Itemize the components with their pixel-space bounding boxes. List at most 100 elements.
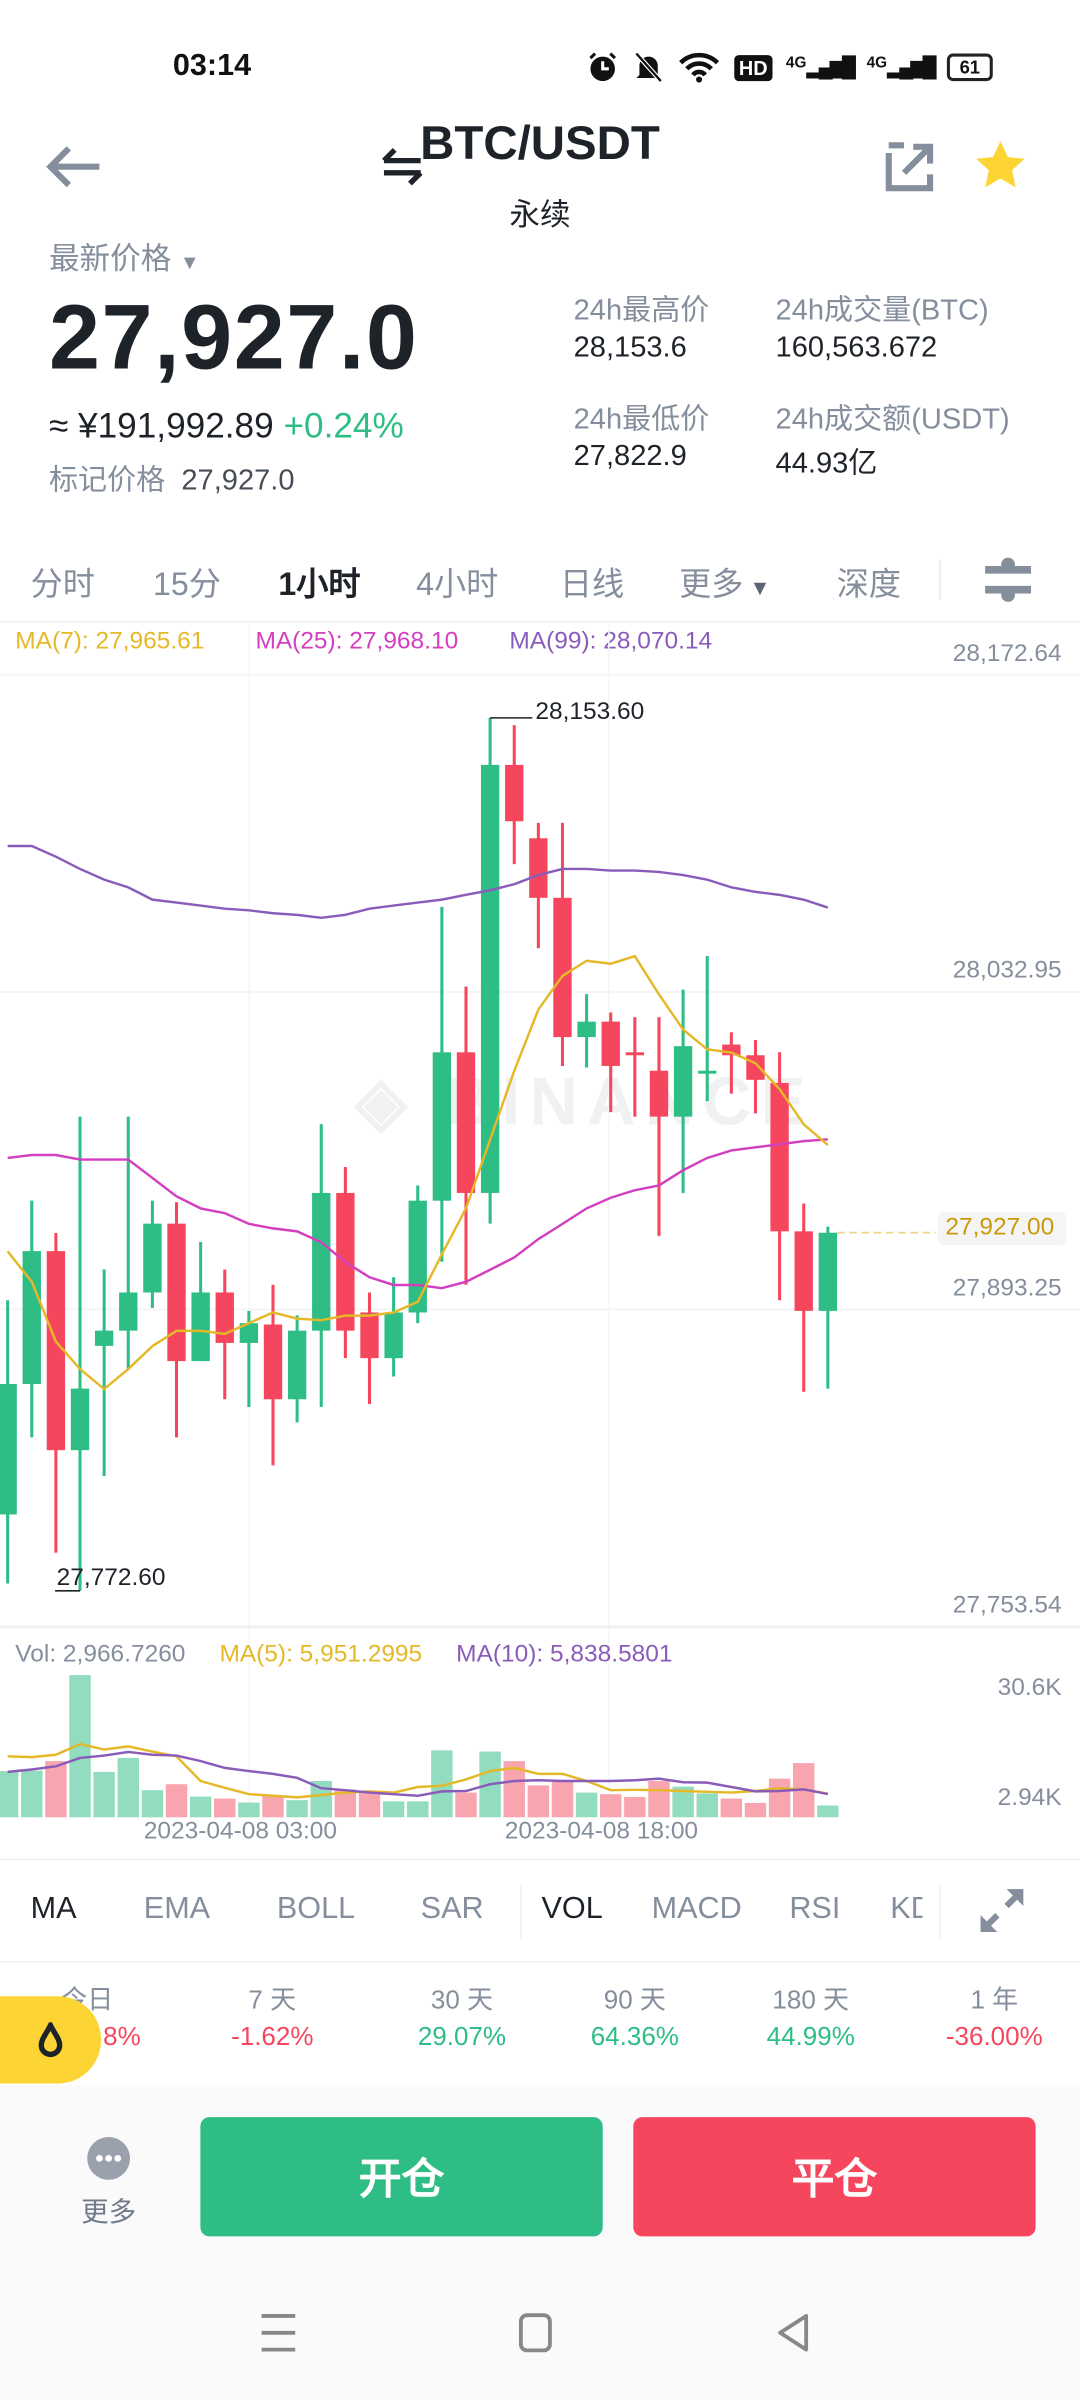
open-position-button[interactable]: 开仓 <box>200 2117 603 2237</box>
home-nav-icon[interactable] <box>518 2313 553 2353</box>
indicator-kd[interactable]: KD <box>890 1892 922 1926</box>
performance-value: -1.62% <box>231 2022 314 2052</box>
vol-ma5-legend: MA(5): 5,951.2995 <box>219 1641 423 1668</box>
indicator-ema[interactable]: EMA <box>143 1892 211 1926</box>
high-label: 24h最高价 <box>573 295 710 328</box>
swap-icon[interactable] <box>381 147 424 187</box>
y-tick: 27,753.54 <box>952 1592 1062 1619</box>
candle-body <box>553 897 572 1038</box>
volume-ma5-line <box>7 1742 829 1799</box>
price-type-dropdown[interactable]: 最新价格 ▼ <box>49 234 200 278</box>
vol-usdt-value: 44.93亿 <box>775 448 878 481</box>
volume-bar <box>238 1802 260 1818</box>
signal-icon: 4G▂▄▆█ <box>866 55 937 79</box>
divider <box>0 1961 1080 1963</box>
indicator-rsi[interactable]: RSI <box>789 1892 841 1926</box>
volume-bar <box>45 1761 67 1818</box>
performance-item: 180 天 44.99% <box>727 1978 895 2053</box>
vol-btc-label: 24h成交量(BTC) <box>775 295 989 328</box>
vol-y-tick: 2.94K <box>997 1785 1062 1812</box>
vol-legend: Vol: 2,966.7260 <box>15 1641 186 1668</box>
candle-body <box>191 1292 210 1362</box>
candle-body <box>577 1021 596 1038</box>
candle-body <box>408 1200 427 1313</box>
price-cny-row: ≈ ¥191,992.89 +0.24% <box>49 405 404 446</box>
indicator-macd[interactable]: MACD <box>651 1892 742 1926</box>
signal-label: 4G <box>866 55 888 72</box>
candle-body <box>143 1223 162 1293</box>
indicator-vol[interactable]: VOL <box>541 1892 603 1926</box>
close-position-button[interactable]: 平仓 <box>633 2117 1036 2237</box>
volume-bar <box>817 1805 839 1818</box>
candle-body <box>770 1082 789 1232</box>
candle-body <box>0 1384 17 1515</box>
performance-value: 8% <box>103 2022 141 2052</box>
candlestick-chart[interactable]: ◈ BINANCE <box>0 0 1080 1859</box>
indicator-ma[interactable]: MA <box>30 1892 77 1926</box>
x-tick: 2023-04-08 03:00 <box>143 1818 338 1845</box>
y-tick: 27,893.25 <box>952 1275 1062 1302</box>
menu-nav-icon[interactable] <box>260 2313 297 2353</box>
more-dots-icon <box>87 2136 131 2180</box>
volume-bar <box>214 1798 236 1818</box>
candle-body <box>22 1251 41 1385</box>
cny-value: ≈ ¥191,992.89 <box>48 405 274 446</box>
indicator-boll[interactable]: BOLL <box>276 1892 356 1926</box>
indicator-sar[interactable]: SAR <box>420 1892 484 1926</box>
tab-1h[interactable]: 1小时 <box>278 567 361 603</box>
ma99-line <box>7 844 829 920</box>
volume-bar <box>527 1785 550 1818</box>
tab-more[interactable]: 更多 ▼ <box>679 560 770 606</box>
chart-settings-icon[interactable] <box>984 557 1033 603</box>
candle-body <box>312 1192 331 1331</box>
candle-body <box>746 1055 765 1080</box>
volume-bar <box>551 1781 574 1818</box>
candle-body <box>384 1312 403 1359</box>
performance-label: 1 年 <box>970 1985 1019 2015</box>
back-arrow-icon[interactable] <box>44 144 102 190</box>
ma7-line <box>6 954 829 1391</box>
divider <box>939 1884 941 1940</box>
ma25-legend: MA(25): 27,968.10 <box>255 628 459 655</box>
caret-down-icon: ▼ <box>743 575 771 600</box>
more-label: 更多 <box>81 2196 137 2228</box>
tab-15m[interactable]: 15分 <box>152 567 221 603</box>
share-icon[interactable] <box>884 141 936 193</box>
y-tick: 28,172.64 <box>952 640 1062 667</box>
performance-label: 90 天 <box>603 1985 666 2015</box>
performance-item: 1 年 -36.00% <box>910 1978 1078 2053</box>
page-title[interactable]: BTC/USDT <box>420 116 660 170</box>
fullscreen-icon[interactable] <box>977 1886 1026 1935</box>
bell-muted-icon <box>634 52 663 83</box>
price-type-label: 最新价格 <box>48 243 172 277</box>
candle-body <box>625 1052 645 1056</box>
tab-4h[interactable]: 4小时 <box>416 567 499 603</box>
candle-body <box>818 1232 838 1311</box>
volume-bar <box>672 1786 694 1818</box>
volume-bar <box>93 1771 115 1818</box>
performance-value: 44.99% <box>766 2022 855 2052</box>
performance-item: 90 天 64.36% <box>551 1978 719 2053</box>
volume-bar <box>334 1789 357 1818</box>
volume-bar <box>431 1750 453 1818</box>
volume-bar <box>189 1796 212 1818</box>
volume-bar <box>407 1801 429 1818</box>
candle-body <box>673 1046 693 1117</box>
tab-time[interactable]: 分时 <box>30 567 95 603</box>
tab-depth[interactable]: 深度 <box>836 567 901 603</box>
back-nav-icon[interactable] <box>776 2313 813 2353</box>
floating-action-button[interactable] <box>0 1996 101 2084</box>
low-value: 27,822.9 <box>573 440 687 473</box>
watermark: ◈ BINANCE <box>353 1064 815 1139</box>
wifi-icon <box>679 52 720 83</box>
low-label: 24h最低价 <box>573 403 710 436</box>
flame-icon <box>38 2021 63 2057</box>
volume-bar <box>382 1801 405 1818</box>
candle-body <box>167 1223 186 1362</box>
star-icon[interactable] <box>973 138 1028 193</box>
more-button[interactable]: 更多 <box>76 2136 140 2230</box>
high-value: 28,153.6 <box>573 331 687 365</box>
volume-bar <box>0 1771 19 1818</box>
tab-1d[interactable]: 日线 <box>559 567 625 603</box>
